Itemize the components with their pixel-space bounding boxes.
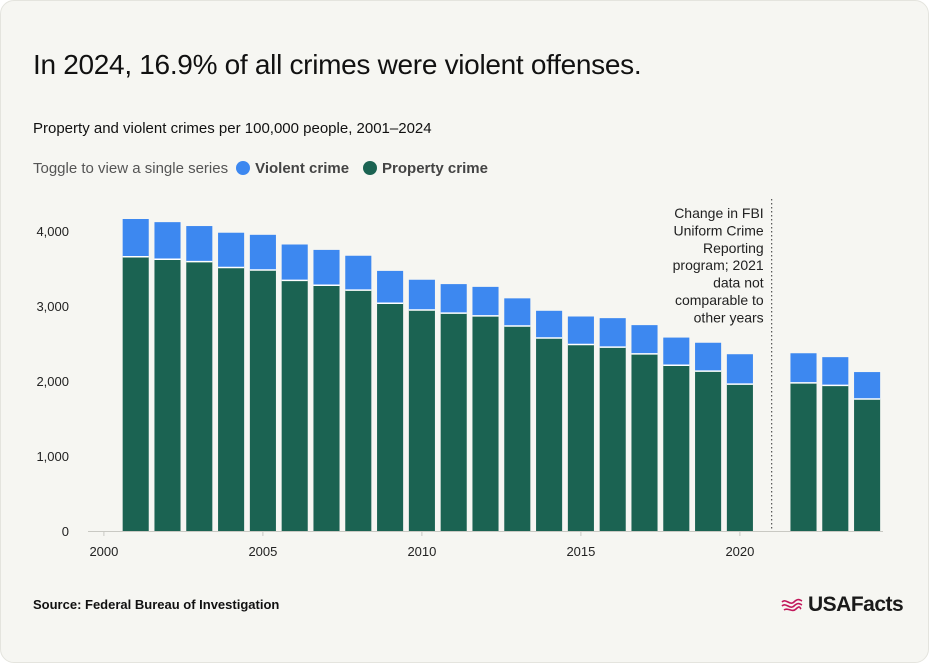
x-tick-label: 2000 (89, 544, 118, 559)
property-bar (249, 270, 276, 531)
y-tick-label: 2,000 (36, 374, 69, 389)
violent-bar (599, 318, 626, 348)
y-tick-label: 1,000 (36, 449, 69, 464)
property-bar (440, 313, 467, 531)
property-bar (218, 267, 245, 531)
property-swatch-icon (363, 161, 378, 175)
violent-bar (408, 279, 435, 311)
property-bar (408, 310, 435, 531)
legend-hint: Toggle to view a single series (33, 159, 229, 177)
violent-bar (345, 255, 372, 291)
chart-subtitle: Property and violent crimes per 100,000 … (33, 120, 432, 137)
x-tick-label: 2015 (566, 544, 595, 559)
annotation-text: Uniform Crime (673, 222, 763, 238)
annotation-text: Reporting (703, 240, 764, 256)
property-bar (472, 315, 499, 531)
annotation-text: other years (694, 309, 764, 325)
annotation-text: data not (713, 275, 764, 291)
annotation-text: comparable to (675, 292, 764, 308)
violent-bar (854, 372, 881, 399)
violent-bar (504, 298, 531, 327)
property-bar (536, 337, 563, 531)
property-bar (822, 385, 849, 531)
violent-bar (631, 325, 658, 354)
property-bar (122, 256, 149, 531)
property-bar (345, 290, 372, 531)
violent-bar (377, 270, 404, 304)
x-tick-label: 2020 (725, 544, 754, 559)
violent-bar (313, 249, 340, 286)
violent-bar (122, 219, 149, 257)
legend-violent-label: Violent crime (255, 159, 350, 177)
legend-toggle-violent[interactable]: Violent crime (236, 160, 349, 177)
annotation-text: program; 2021 (673, 257, 764, 273)
legend: Toggle to view a single series Violent c… (33, 158, 502, 178)
violent-bar (663, 337, 690, 366)
stacked-bar-chart: 0 1,000 2,000 3,000 4,000 2000 2005 2010 2015 202… (36, 199, 883, 559)
property-bar (695, 371, 722, 531)
property-bar (567, 344, 594, 531)
y-tick-label: 0 (62, 524, 69, 539)
violent-bar (440, 284, 467, 314)
violent-bar (536, 310, 563, 338)
source-note: Source: Federal Bureau of Investigation (33, 597, 280, 612)
property-bar (663, 365, 690, 531)
legend-toggle-property[interactable]: Property crime (363, 160, 488, 177)
property-bar (186, 261, 213, 531)
brand-logo: USAFacts (780, 592, 904, 618)
violent-bar (218, 232, 245, 268)
property-bar (631, 353, 658, 531)
us-flag-icon (781, 598, 803, 612)
y-tick-label: 3,000 (36, 299, 69, 314)
property-bar (313, 285, 340, 531)
property-bar (154, 259, 181, 531)
property-bar (377, 303, 404, 531)
headline: In 2024, 16.9% of all crimes were violen… (33, 49, 642, 80)
violent-bar (472, 286, 499, 316)
x-tick-label: 2010 (407, 544, 436, 559)
violent-bar (567, 316, 594, 345)
violent-bar (154, 222, 181, 260)
violent-swatch-icon (236, 161, 251, 175)
violent-bar (790, 353, 817, 383)
property-bar (599, 347, 626, 531)
violent-bar (281, 244, 308, 281)
annotation-text: Change in FBI (674, 205, 764, 221)
violent-bar (249, 234, 276, 270)
property-bar (504, 326, 531, 531)
violent-bar (695, 342, 722, 372)
property-bar (790, 382, 817, 531)
x-tick-label: 2005 (248, 544, 277, 559)
y-tick-label: 4,000 (36, 224, 69, 239)
property-bar (726, 384, 753, 531)
violent-bar (726, 354, 753, 385)
brand-name: USAFacts (808, 593, 904, 616)
violent-bar (822, 357, 849, 386)
violent-bar (186, 226, 213, 262)
property-bar (281, 280, 308, 531)
legend-property-label: Property crime (382, 159, 488, 177)
property-bar (854, 399, 881, 531)
